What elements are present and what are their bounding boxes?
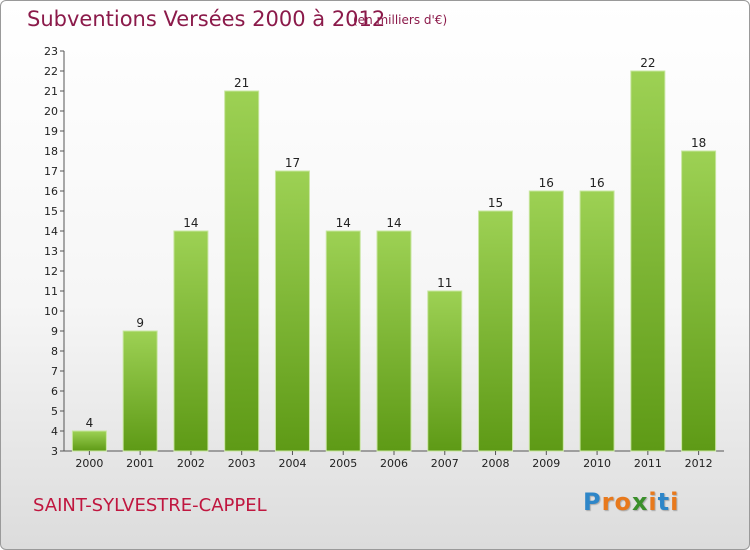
- y-tick-label: 15: [44, 205, 58, 218]
- bar-2003: [224, 90, 260, 452]
- y-tick-label: 8: [51, 345, 58, 358]
- value-label-2010: 16: [589, 176, 604, 190]
- x-tick-label-2012: 2012: [685, 457, 713, 470]
- x-tick-label-2008: 2008: [482, 457, 510, 470]
- y-tick-label: 9: [51, 325, 58, 338]
- proxiti-logo: Proxiti: [583, 488, 680, 516]
- x-tick-label-2005: 2005: [329, 457, 357, 470]
- unit-note: (en milliers d'€): [353, 13, 448, 27]
- x-tick-label-2001: 2001: [126, 457, 154, 470]
- y-tick-label: 3: [51, 445, 58, 458]
- value-label-2002: 14: [183, 216, 198, 230]
- bar-2001: [122, 330, 158, 452]
- x-tick-label-2007: 2007: [431, 457, 459, 470]
- x-tick-label-2009: 2009: [532, 457, 560, 470]
- x-tick-label-2002: 2002: [177, 457, 205, 470]
- y-tick-label: 20: [44, 105, 58, 118]
- y-tick-label: 6: [51, 385, 58, 398]
- bar-2010: [579, 190, 615, 452]
- bar-2006: [376, 230, 412, 452]
- bar-2000: [71, 430, 107, 452]
- value-label-2008: 15: [488, 196, 503, 210]
- y-tick-label: 16: [44, 185, 58, 198]
- y-tick-label: 18: [44, 145, 58, 158]
- bar-2004: [274, 170, 310, 452]
- bar-2002: [173, 230, 209, 452]
- y-tick-label: 14: [44, 225, 58, 238]
- bar-2012: [681, 150, 717, 452]
- x-tick-label-2003: 2003: [228, 457, 256, 470]
- y-tick-label: 17: [44, 165, 58, 178]
- commune-name: SAINT-SYLVESTRE-CAPPEL: [33, 495, 267, 516]
- x-tick-label-2006: 2006: [380, 457, 408, 470]
- value-label-2000: 4: [86, 416, 94, 430]
- x-tick-label-2000: 2000: [75, 457, 103, 470]
- bar-2007: [427, 290, 463, 452]
- value-label-2007: 11: [437, 276, 452, 290]
- y-tick-label: 7: [51, 365, 58, 378]
- y-tick-label: 10: [44, 305, 58, 318]
- chart-title: Subventions Versées 2000 à 2012: [27, 7, 386, 31]
- x-tick-label-2011: 2011: [634, 457, 662, 470]
- y-tick-label: 5: [51, 405, 58, 418]
- y-tick-label: 19: [44, 125, 58, 138]
- value-label-2011: 22: [640, 56, 655, 70]
- x-tick-label-2010: 2010: [583, 457, 611, 470]
- y-tick-label: 22: [44, 65, 58, 78]
- value-label-2006: 14: [386, 216, 401, 230]
- bar-2011: [630, 70, 666, 452]
- bar-2009: [528, 190, 564, 452]
- value-label-2001: 9: [136, 316, 144, 330]
- bar-2005: [325, 230, 361, 452]
- value-label-2004: 17: [285, 156, 300, 170]
- value-label-2012: 18: [691, 136, 706, 150]
- y-tick-label: 23: [44, 45, 58, 58]
- value-label-2003: 21: [234, 76, 249, 90]
- y-tick-label: 4: [51, 425, 58, 438]
- y-tick-label: 13: [44, 245, 58, 258]
- value-label-2005: 14: [336, 216, 351, 230]
- y-tick-label: 11: [44, 285, 58, 298]
- value-label-2009: 16: [539, 176, 554, 190]
- y-tick-label: 12: [44, 265, 58, 278]
- x-tick-label-2004: 2004: [278, 457, 306, 470]
- bar-2008: [478, 210, 514, 452]
- y-tick-label: 21: [44, 85, 58, 98]
